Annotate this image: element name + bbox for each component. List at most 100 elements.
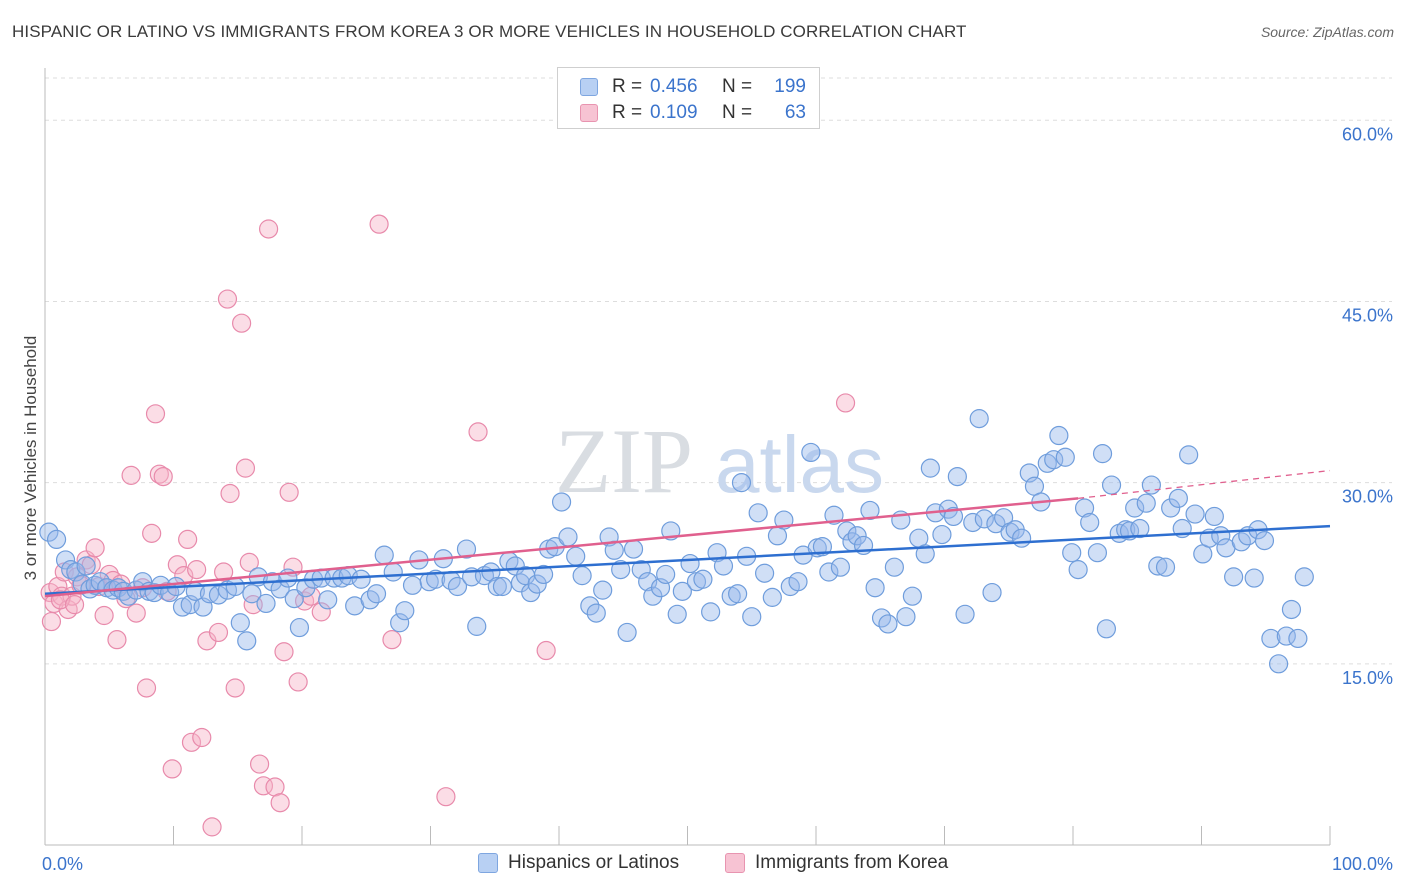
hispanic-point	[230, 613, 250, 633]
hispanic-point	[884, 557, 904, 577]
korea-point	[288, 672, 308, 692]
hispanic-point	[1161, 498, 1181, 518]
hispanic-point	[1224, 567, 1244, 587]
hispanic-point	[623, 539, 644, 559]
hispanic-point	[1074, 498, 1095, 518]
korea-point	[202, 817, 222, 837]
hispanic-point	[374, 545, 394, 565]
hispanic-point	[1062, 543, 1082, 563]
korea-point	[192, 727, 212, 748]
hispanic-point	[728, 584, 748, 604]
korea-point	[85, 538, 105, 558]
hispanic-point	[586, 603, 606, 623]
hispanic-point	[1011, 528, 1032, 548]
hispanic-point	[383, 562, 403, 582]
hispanic-point	[731, 473, 752, 493]
korea-point	[220, 483, 240, 504]
hispanic-point	[847, 526, 867, 546]
korea-point	[214, 562, 234, 582]
hispanic-point	[1000, 522, 1020, 542]
hispanic-point	[318, 590, 338, 610]
x-tick-label: 100.0%	[1332, 854, 1393, 874]
hispanic-point	[46, 529, 67, 550]
legend-item-korea[interactable]: Immigrants from Korea	[725, 852, 948, 874]
hispanic-point	[896, 607, 916, 627]
hispanic-point	[1049, 425, 1069, 446]
korea-point	[270, 793, 290, 813]
hispanic-point	[426, 569, 446, 589]
korea-point	[468, 422, 488, 442]
x-tick-label: 0.0%	[42, 854, 83, 874]
hispanic-point	[366, 584, 387, 604]
korea-point	[178, 529, 198, 550]
korea-swatch	[580, 104, 598, 122]
hispanic-point	[351, 569, 371, 589]
hispanic-point	[1288, 628, 1308, 649]
hispanic-point	[1096, 619, 1117, 639]
hispanic-point	[1204, 506, 1224, 527]
trend-lines	[44, 469, 1331, 598]
hispanic-point	[963, 512, 983, 533]
hispanic-point	[558, 527, 578, 547]
hispanic-point	[1268, 654, 1289, 674]
korea-point	[436, 787, 456, 807]
korea-point	[107, 630, 127, 650]
hispanic-point	[395, 601, 415, 621]
hispanic-point	[61, 560, 81, 580]
hispanic-point	[172, 597, 193, 617]
hispanic-point	[1168, 488, 1188, 508]
hispanic-point	[1254, 531, 1275, 551]
hispanic-point	[487, 576, 507, 597]
hispanic-point	[572, 566, 592, 586]
hispanic-point	[1125, 498, 1145, 518]
hispanic-point	[824, 505, 844, 525]
hispanic-point	[748, 503, 768, 523]
korea-point	[41, 611, 62, 632]
hispanic-point	[617, 622, 637, 643]
r-label: R =	[612, 76, 643, 97]
hispanic-point	[66, 562, 86, 582]
korea-point	[835, 393, 856, 413]
legend-label: Immigrants from Korea	[755, 852, 949, 873]
hispanic-point	[456, 539, 477, 559]
korea-trend-extension	[1078, 469, 1331, 499]
hispanic-point	[580, 596, 600, 616]
korea-point	[121, 465, 141, 485]
hispanic-point	[242, 584, 262, 604]
n-label: N =	[722, 76, 753, 97]
y-tick-label: 15.0%	[1342, 668, 1393, 688]
korea-point	[217, 289, 238, 309]
hispanic-point	[447, 576, 468, 597]
watermark: ZIP atlas	[555, 410, 884, 512]
hispanic-point	[270, 579, 290, 599]
hispanic-point	[1281, 599, 1302, 620]
korea-point	[279, 482, 299, 502]
korea-point	[208, 622, 229, 643]
hispanic-point	[812, 537, 833, 557]
hispanic-point	[801, 442, 821, 463]
hispanic-point	[915, 544, 935, 564]
hispanic-point	[1092, 444, 1113, 464]
hispanic-point	[1068, 560, 1088, 580]
legend-label: Hispanics or Latinos	[508, 852, 680, 873]
hispanic-point	[611, 560, 631, 580]
korea-point	[536, 640, 556, 661]
axis-labels: 15.0% 30.0% 45.0% 60.0% 0.0% 100.0%	[42, 124, 1393, 874]
hispanic-swatch	[580, 78, 598, 96]
hispanic-point	[256, 593, 276, 614]
hispanic-point	[982, 582, 1002, 603]
korea-point	[167, 555, 187, 575]
hispanic-point	[593, 580, 613, 600]
hispanic-point	[1294, 567, 1314, 587]
hispanic-point	[1244, 568, 1264, 588]
legend-item-hispanic[interactable]: Hispanics or Latinos	[478, 852, 679, 874]
hispanic-point	[1179, 445, 1199, 465]
hispanic-point	[656, 564, 676, 585]
korea-point	[274, 642, 294, 662]
hispanic-point	[986, 514, 1006, 534]
hispanic-point	[1037, 453, 1057, 473]
correlation-legend: R = 0.456 N = 199 R = 0.109 N = 63	[557, 67, 820, 129]
y-tick-label: 60.0%	[1342, 124, 1393, 144]
r-label: R =	[612, 102, 643, 123]
legend-row-hispanic: R = 0.456 N = 199	[580, 76, 806, 98]
